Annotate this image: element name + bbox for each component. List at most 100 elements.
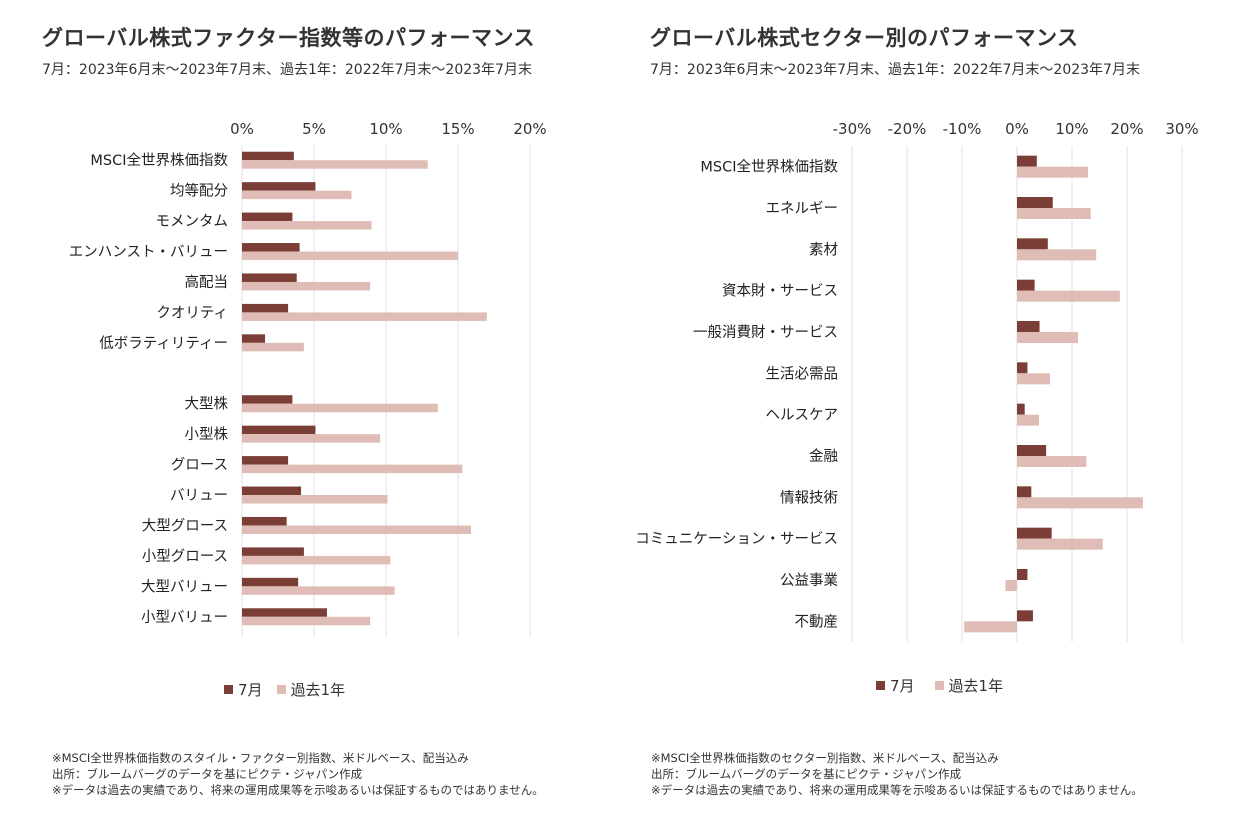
factor-category-label: 小型バリュー xyxy=(141,609,228,626)
factor-chart-subtitle: 7月：2023年6月末～2023年7月末、過去1年：2022年7月末～2023年… xyxy=(42,62,532,78)
sector-bar-july xyxy=(1017,527,1052,539)
factor-category-label: モメンタム xyxy=(156,213,229,230)
note-line: 出所：ブルームバーグのデータを基にピクテ・ジャパン作成 xyxy=(651,767,962,781)
sector-chart-title: グローバル株式セクター別のパフォーマンス xyxy=(650,26,1079,50)
factor-category-label: 大型バリュー xyxy=(141,578,228,595)
sector-bar-july xyxy=(1017,569,1028,580)
factor-bar-year xyxy=(242,586,395,595)
sector-bar-year xyxy=(1017,373,1050,385)
factor-bar-july xyxy=(242,577,299,587)
legend-swatch-july xyxy=(224,685,233,694)
factor-x-tick-label: 5% xyxy=(302,120,326,138)
legend-label-year: 過去1年 xyxy=(290,681,346,699)
factor-category-label: 均等配分 xyxy=(170,182,228,200)
factor-bar-july xyxy=(242,608,327,617)
sector-bar-july xyxy=(1017,362,1028,374)
factor-category-label: 高配当 xyxy=(185,274,229,291)
legend-swatch-year xyxy=(276,685,286,694)
factor-bar-july xyxy=(242,303,289,313)
legend-swatch-july xyxy=(876,681,885,690)
factor-bar-year xyxy=(242,281,371,291)
factor-bar-july xyxy=(242,334,266,343)
sector-bar-july xyxy=(1017,321,1040,332)
factor-chart-panel: グローバル株式ファクター指数等のパフォーマンス 7月：2023年6月末～2023… xyxy=(0,0,620,820)
sector-category-label: MSCI全世界株価指数 xyxy=(700,158,838,176)
factor-category-label: グロース xyxy=(171,457,228,474)
factor-bar-july xyxy=(242,273,297,282)
factor-bar-july xyxy=(242,486,302,496)
factor-chart-legend: 7月 過去1年 xyxy=(224,679,345,700)
factor-bar-july xyxy=(242,151,294,161)
factor-x-tick-label: 20% xyxy=(513,120,546,138)
sector-bar-year xyxy=(1017,538,1103,550)
sector-bar-year xyxy=(1005,580,1017,591)
sector-chart-legend: 7月 過去1年 xyxy=(876,675,1003,696)
factor-chart-title: グローバル株式ファクター指数等のパフォーマンス xyxy=(42,26,536,50)
sector-category-label: 金融 xyxy=(809,448,838,465)
sector-category-label: コミュニケーション・サービス xyxy=(635,531,838,548)
factor-bar-year xyxy=(242,525,471,534)
sector-x-tick-label: 0% xyxy=(1005,120,1029,138)
note-line: 出所：ブルームバーグのデータを基にピクテ・ジャパン作成 xyxy=(52,767,363,781)
factor-chart-notes: ※MSCI全世界株価指数のスタイル・ファクター別指数、米ドルベース、配当込み 出… xyxy=(52,750,544,798)
sector-bar-july xyxy=(1017,279,1035,291)
sector-x-tick-label: 20% xyxy=(1110,120,1143,138)
factor-bar-year xyxy=(242,190,352,200)
factor-bar-july xyxy=(242,243,300,252)
factor-category-label: 大型株 xyxy=(185,396,229,413)
sector-category-label: 不動産 xyxy=(795,613,839,630)
factor-bar-year xyxy=(242,312,487,321)
factor-category-label: MSCI全世界株価指数 xyxy=(90,151,228,169)
sector-category-label: 素材 xyxy=(809,241,838,258)
factor-bar-year xyxy=(242,495,388,504)
sector-bar-july xyxy=(1017,155,1037,167)
note-line: ※MSCI全世界株価指数のセクター別指数、米ドルベース、配当込み xyxy=(651,751,999,765)
sector-bar-year xyxy=(1017,166,1088,178)
sector-chart-subtitle: 7月：2023年6月末～2023年7月末、過去1年：2022年7月末～2023年… xyxy=(650,62,1140,78)
note-line: ※データは過去の実績であり、将来の運用成果等を示唆あるいは保証するものではありま… xyxy=(52,783,544,797)
factor-category-label: エンハンスト・バリュー xyxy=(69,245,228,261)
factor-category-label: 小型グロース xyxy=(142,548,228,565)
factor-bar-year xyxy=(242,434,381,443)
factor-category-label: 小型株 xyxy=(185,426,229,443)
factor-bar-year xyxy=(242,342,304,352)
sector-chart-notes: ※MSCI全世界株価指数のセクター別指数、米ドルベース、配当込み 出所：ブルーム… xyxy=(651,750,1143,798)
legend-label-july: 7月 xyxy=(890,677,915,695)
sector-category-label: 生活必需品 xyxy=(766,365,839,382)
sector-bar-year xyxy=(964,621,1017,633)
factor-x-tick-label: 10% xyxy=(369,120,402,138)
sector-bar-july xyxy=(1017,610,1033,622)
legend-item-year: 過去1年 xyxy=(276,679,346,700)
note-line: ※MSCI全世界株価指数のスタイル・ファクター別指数、米ドルベース、配当込み xyxy=(52,751,469,765)
sector-bar-year xyxy=(1017,208,1091,219)
sector-category-label: ヘルスケア xyxy=(766,407,839,424)
factor-bar-year xyxy=(242,555,391,565)
factor-category-label: クオリティ xyxy=(156,304,228,321)
legend-item-july: 7月 xyxy=(224,679,263,700)
sector-bar-chart: -30% -20% -10% 0% 10% 20% 30% MSCI全世界株価指数エネルギー素… xyxy=(635,120,1199,642)
factor-bar-july xyxy=(242,425,316,435)
factor-x-tick-label: 15% xyxy=(441,120,474,138)
sector-x-tick-label: -20% xyxy=(888,120,927,138)
sector-category-label: 公益事業 xyxy=(780,572,838,589)
sector-category-label: 資本財・サービス xyxy=(722,283,838,300)
factor-category-label: 大型グロース xyxy=(142,517,228,534)
factor-bar-july xyxy=(242,516,287,526)
factor-bar-year xyxy=(242,160,428,169)
legend-item-year: 過去1年 xyxy=(934,675,1004,696)
factor-bar-year xyxy=(242,221,372,230)
factor-bar-july xyxy=(242,456,289,465)
legend-label-year: 過去1年 xyxy=(948,677,1004,695)
sector-chart-panel: グローバル株式セクター別のパフォーマンス 7月：2023年6月末～2023年7月… xyxy=(621,0,1242,820)
sector-bar-july xyxy=(1017,403,1025,415)
sector-bar-year xyxy=(1017,497,1143,509)
sector-bar-year xyxy=(1017,456,1087,467)
sector-x-tick-label: 30% xyxy=(1165,120,1198,138)
legend-item-july: 7月 xyxy=(876,675,915,696)
legend-swatch-year xyxy=(934,681,944,690)
factor-bar-year xyxy=(242,251,458,261)
factor-bar-year xyxy=(242,403,438,413)
factor-bar-year xyxy=(242,616,371,626)
factor-x-tick-label: 0% xyxy=(230,120,254,138)
sector-bar-july xyxy=(1017,197,1053,208)
